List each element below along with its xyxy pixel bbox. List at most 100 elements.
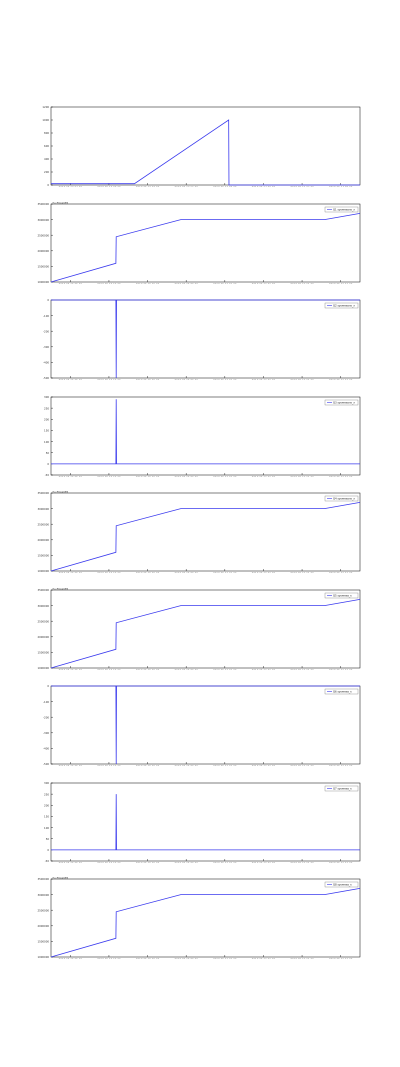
legend: Q4 sysmeasno_x	[324, 495, 359, 502]
legend: Q7 sysmeas_x	[324, 785, 359, 791]
axis-offset-label: +1.40520e9	[52, 588, 68, 591]
legend-label: Q6 sysmeas_x	[333, 690, 352, 694]
y-tick-label: 300	[44, 395, 49, 399]
series-line	[51, 398, 360, 464]
chart-9: 1000000 1500000 2000000 2500000 3000000 35000…	[37, 877, 361, 960]
y-tick-label: 0	[47, 183, 49, 187]
x-tick-label: 2018-05-15 10:00	[97, 475, 121, 477]
y-tick-label: 3000000	[37, 507, 49, 511]
x-tick-label: 2018-05-16 11:00	[290, 958, 314, 960]
x-tick-label: 2018-05-16 16:00	[329, 861, 353, 863]
y-tick-label: 0	[47, 684, 49, 688]
y-tick-label: 200	[44, 803, 49, 807]
y-tick-label: 1500000	[37, 554, 49, 558]
x-tick-label: 2018-05-15 20:00	[175, 282, 199, 284]
legend-box	[324, 785, 359, 791]
x-tick-label: 2018-05-15 05:00	[59, 475, 83, 477]
legend-label: Q7 sysmeas_x	[333, 786, 352, 790]
y-tick-label: 1000000	[37, 666, 49, 670]
x-tick-label: 2018-05-16 06:00	[252, 475, 276, 477]
y-tick-label: 2000000	[37, 538, 49, 542]
x-tick-label: 2018-05-15 05:00	[59, 572, 83, 574]
x-tick-label: 2018-05-16 01:00	[213, 765, 237, 767]
x-tick-label: 2018-05-16 06:00	[252, 958, 276, 960]
series-line	[51, 793, 360, 850]
legend-label: Q1 sysmeasno_x	[333, 207, 355, 211]
x-tick-label: 2018-05-13 20:00	[213, 186, 237, 188]
y-tick-label: 0	[47, 462, 49, 466]
x-tick-label: 2018-05-15 10:00	[97, 572, 121, 574]
y-tick-label: -300	[43, 345, 49, 349]
y-tick-label: -100	[43, 700, 49, 704]
legend: Q8 sysmeas_x	[324, 881, 359, 888]
x-tick-label: 2018-05-15 10:00	[97, 282, 121, 284]
y-tick-label: 50	[46, 836, 50, 840]
series-line	[50, 887, 361, 958]
y-tick-label: 3500000	[37, 202, 49, 206]
y-tick-label: -500	[43, 376, 49, 380]
x-tick-label: 2018-05-16 01:00	[213, 668, 237, 670]
x-tick-label: 2018-05-16 16:00	[329, 668, 353, 670]
x-tick-label: 2018-05-16 06:00	[252, 668, 276, 670]
x-tick-label: 2018-05-16 11:00	[290, 765, 314, 767]
axes-frame	[50, 396, 361, 475]
chart-4: -50 0 50 100 150 200 250 300 2018-05-15 05:00 201…	[44, 395, 361, 477]
y-tick-label: -200	[43, 715, 49, 719]
x-tick-label: 2018-05-15 10:00	[97, 668, 121, 670]
y-tick-label: 0	[47, 848, 49, 852]
legend: Q2 sysmeasno_x	[324, 302, 359, 309]
chart-5: 1000000 1500000 2000000 2500000 3000000 35000…	[37, 491, 361, 574]
axis-offset-label: +1.40520e9	[52, 202, 68, 205]
x-tick-label: 2018-05-15 10:00	[97, 958, 121, 960]
axes-frame	[50, 299, 361, 379]
y-tick-label: 100	[44, 825, 49, 829]
y-tick-label: 200	[44, 417, 49, 421]
chart-8: -50 0 50 100 150 200 250 300 2018-05-15 05:00 201…	[44, 781, 361, 863]
x-tick-label: 2018-05-15 20:00	[175, 379, 199, 381]
y-tick-label: 150	[44, 428, 49, 432]
legend-box	[324, 206, 359, 212]
x-tick-label: 2018-05-15 20:00	[175, 861, 199, 863]
y-tick-label: -300	[43, 731, 49, 735]
x-tick-label: 2018-05-16 16:00	[329, 282, 353, 284]
y-tick-label: 1500000	[37, 650, 49, 654]
y-tick-label: 1000000	[37, 280, 49, 284]
y-tick-label: 3500000	[37, 491, 49, 495]
legend-label: Q5 sysmeas_x	[333, 593, 352, 597]
legend-box	[324, 495, 359, 502]
x-tick-label: 2018-05-13 12:00	[136, 186, 160, 188]
x-tick-label: 2018-05-16 11:00	[290, 475, 314, 477]
y-tick-label: -500	[43, 762, 49, 766]
x-tick-label: 2018-05-16 11:00	[290, 572, 314, 574]
x-tick-label: 2018-05-13 04:00	[59, 186, 83, 188]
legend-box	[324, 688, 359, 695]
chart-7: 0 -100 -200 -300 -400 -500 2018-05-15 05:00 201…	[43, 684, 361, 767]
axes-frame	[50, 203, 361, 282]
x-tick-label: 2018-05-15 05:00	[59, 282, 83, 284]
x-tick-label: 2018-05-16 06:00	[252, 282, 276, 284]
chart-3: 0 -100 -200 -300 -400 -500 2018-05-15 05:00 201…	[43, 298, 361, 381]
x-tick-label: 2018-05-15 05:00	[59, 861, 83, 863]
axes-frame	[50, 492, 361, 572]
series-line	[51, 119, 360, 186]
x-tick-label: 2018-05-16 01:00	[213, 861, 237, 863]
x-tick-label: 2018-05-16 01:00	[213, 282, 237, 284]
axis-offset-label: +1.40520e9	[52, 877, 68, 880]
series-line	[51, 299, 360, 379]
x-tick-label: 2018-05-14 04:00	[290, 186, 314, 188]
legend-label: Q4 sysmeasno_x	[333, 497, 355, 501]
legend-box	[324, 399, 359, 405]
x-tick-label: 2018-05-15 15:00	[136, 861, 160, 863]
x-tick-label: 2018-05-16 06:00	[252, 765, 276, 767]
x-tick-label: 2018-05-16 06:00	[252, 572, 276, 574]
axes-frame	[50, 782, 361, 861]
x-tick-label: 2018-05-15 20:00	[175, 668, 199, 670]
y-tick-label: 1500000	[37, 264, 49, 268]
y-tick-label: 3000000	[37, 217, 49, 221]
axes-frame	[50, 106, 361, 186]
x-tick-label: 2018-05-16 11:00	[290, 282, 314, 284]
x-tick-label: 2018-05-16 06:00	[252, 379, 276, 381]
axes-frame	[50, 685, 361, 765]
y-tick-label: 400	[44, 157, 49, 161]
